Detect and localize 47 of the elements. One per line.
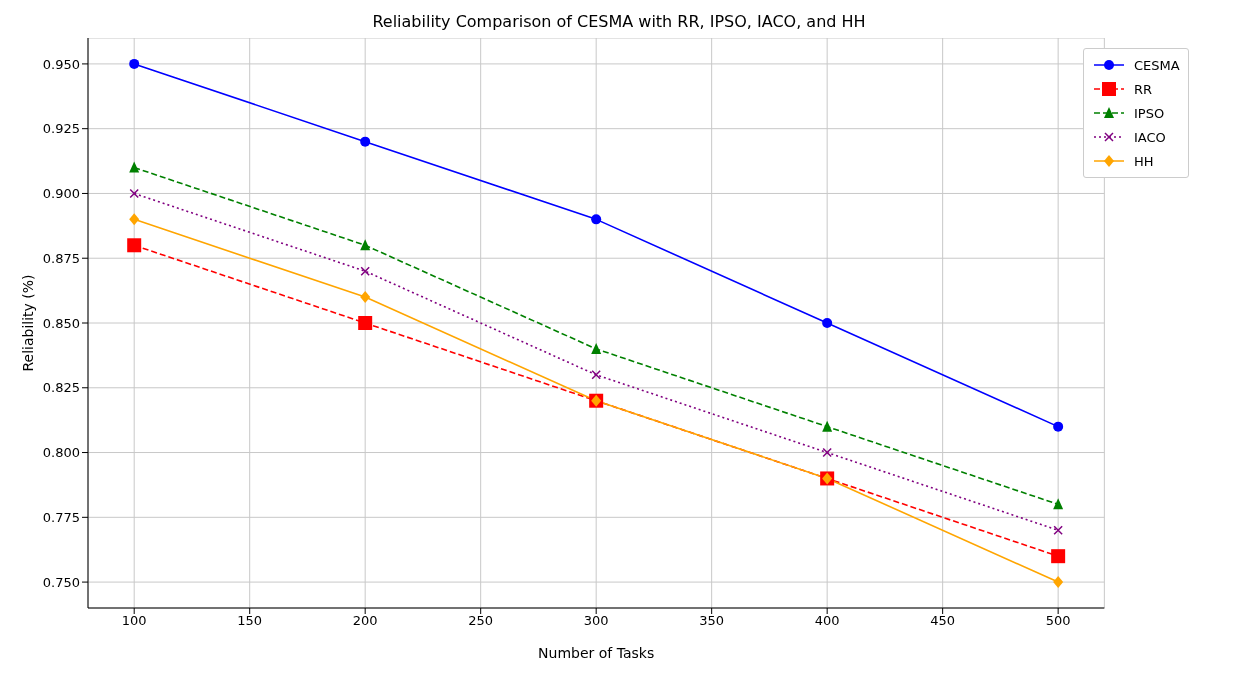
point [129, 213, 140, 226]
point [129, 161, 140, 173]
y-tick-label: 0.950 [42, 56, 80, 72]
point [360, 291, 371, 304]
point [1053, 421, 1064, 432]
chart-title: Reliability Comparison of CESMA with RR, IPSO, IACO, and HH [371, 11, 867, 33]
point [822, 447, 832, 458]
x-tick-label: 500 [1045, 613, 1071, 629]
x-tick-label: 450 [930, 613, 956, 629]
y-tick-label: 0.750 [42, 574, 80, 590]
legend-label: RR [1134, 81, 1153, 97]
x-tick-label: 150 [237, 613, 263, 629]
y-tick-label: 0.800 [42, 445, 80, 461]
y-tick-label: 0.850 [42, 315, 80, 331]
x-axis-title: Number of Tasks [538, 644, 655, 661]
point [360, 266, 370, 276]
y-tick-label: 0.875 [42, 250, 80, 266]
legend-label: IPSO [1134, 105, 1165, 121]
legend-label: IACO [1134, 129, 1166, 145]
point [822, 420, 833, 432]
point [591, 370, 601, 380]
x-tick-label: 400 [814, 613, 840, 629]
x-tick-label: 200 [352, 613, 378, 629]
point [1053, 576, 1064, 589]
point [358, 316, 373, 330]
point [1053, 525, 1063, 536]
y-tick-label: 0.775 [42, 509, 80, 525]
point [591, 214, 602, 225]
x-tick-label: 300 [583, 613, 609, 629]
y-tick-label: 0.900 [42, 186, 80, 202]
x-tick-label: 250 [468, 613, 494, 629]
x-tick-label: 350 [699, 613, 725, 629]
point [360, 136, 371, 147]
y-axis-title: Reliability (%) [19, 274, 36, 372]
point [1053, 498, 1064, 510]
point [127, 238, 142, 253]
point [1051, 549, 1066, 564]
point [129, 188, 139, 199]
legend-label: HH [1134, 153, 1154, 169]
x-tick-label: 100 [121, 613, 147, 629]
legend-label: CESMA [1134, 57, 1180, 73]
y-tick-label: 0.825 [42, 380, 80, 396]
point [360, 239, 371, 251]
point [591, 342, 602, 354]
y-tick-label: 0.925 [42, 121, 80, 137]
point [129, 58, 140, 69]
point [822, 318, 833, 328]
